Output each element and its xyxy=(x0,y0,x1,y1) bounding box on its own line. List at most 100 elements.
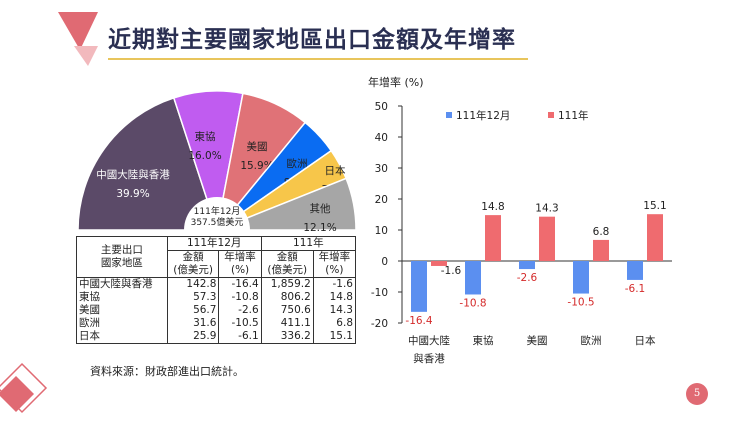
value-cell: 6.8 xyxy=(312,317,357,330)
bar-data-label: -10.5 xyxy=(567,297,594,309)
bar-data-label: 14.8 xyxy=(481,201,504,213)
pie-slice-pct: 12.1% xyxy=(303,222,336,234)
value-cell: 57.3 xyxy=(166,291,220,304)
table-row: 東協 57.3 -10.8 806.2 14.8 xyxy=(76,291,357,304)
bar-year xyxy=(593,239,609,261)
y-tick-label: 30 xyxy=(375,163,388,175)
pie-center-hole xyxy=(184,197,250,230)
y-tick-label: 10 xyxy=(375,225,388,237)
value-cell: -10.5 xyxy=(218,317,262,330)
bar-dec xyxy=(573,261,589,294)
value-cell: 142.8 xyxy=(166,277,220,291)
subheader: 金額 xyxy=(166,250,220,264)
subheader: 年增率 xyxy=(218,250,262,264)
bar-year xyxy=(539,216,555,261)
value-cell: 1,859.2 xyxy=(260,277,314,291)
page-number: 5 xyxy=(686,383,708,405)
bar-year xyxy=(647,214,663,261)
value-cell: -16.4 xyxy=(218,277,262,291)
y-axis-title: 年增率 (%) xyxy=(368,75,424,89)
pie-slice-label: 日本 xyxy=(325,164,346,177)
region-cell: 美國 xyxy=(76,304,168,317)
bar-data-label: 14.3 xyxy=(535,203,558,215)
pie-center-total: 357.5億美元 xyxy=(191,216,244,228)
value-cell: 336.2 xyxy=(260,330,314,344)
region-cell: 中國大陸與香港 xyxy=(76,277,168,291)
title-underline xyxy=(108,58,528,60)
subheader: 年增率 xyxy=(312,250,357,264)
bar-data-label: 6.8 xyxy=(593,226,610,238)
region-cell: 日本 xyxy=(76,330,168,344)
table-row: 歐洲 31.6 -10.5 411.1 6.8 xyxy=(76,317,357,330)
table-body: 中國大陸與香港 142.8 -16.4 1,859.2 -1.6 東協 57.3… xyxy=(76,277,357,344)
value-cell: -2.6 xyxy=(218,304,262,317)
bar-year xyxy=(485,215,501,261)
value-cell: 750.6 xyxy=(260,304,314,317)
bar-dec xyxy=(411,261,427,312)
pie-center-label: 111年12月 xyxy=(194,205,241,217)
subheader: 金額 xyxy=(260,250,314,264)
unit-header: (億美元) xyxy=(166,264,220,278)
region-cell: 東協 xyxy=(76,291,168,304)
x-category-label: 中國大陸 xyxy=(408,334,450,347)
legend-swatch xyxy=(446,112,452,118)
legend-label: 111年12月 xyxy=(456,109,510,122)
x-category-label: 美國 xyxy=(527,334,548,347)
unit-header: (億美元) xyxy=(260,264,314,278)
value-cell: 56.7 xyxy=(166,304,220,317)
bar-year xyxy=(431,261,447,266)
region-cell: 歐洲 xyxy=(76,317,168,330)
unit-header: (%) xyxy=(312,264,357,278)
page-title: 近期對主要國家地區出口金額及年增率 xyxy=(108,27,516,53)
legend-swatch xyxy=(548,112,554,118)
table-row: 美國 56.7 -2.6 750.6 14.3 xyxy=(76,304,357,317)
x-category-label: 日本 xyxy=(635,334,656,347)
pie-slice-label: 美國 xyxy=(247,140,268,153)
pie-slice-pct: 16.0% xyxy=(188,150,221,162)
table-row: 日本 25.9 -6.1 336.2 15.1 xyxy=(76,330,357,344)
bar-data-label: -2.6 xyxy=(517,272,538,284)
pie-slice xyxy=(216,177,357,231)
bar-dec xyxy=(519,261,535,270)
legend-label: 111年 xyxy=(558,109,589,122)
pie-slice-pct: 39.9% xyxy=(116,188,149,200)
pie-slice-pct: 15.9% xyxy=(240,160,273,172)
pie-slice xyxy=(77,96,219,231)
bar-dec xyxy=(627,261,643,280)
value-cell: 411.1 xyxy=(260,317,314,330)
value-cell: -6.1 xyxy=(218,330,262,344)
y-tick-label: 20 xyxy=(375,194,388,206)
bar-data-label: 15.1 xyxy=(643,200,666,212)
value-cell: 15.1 xyxy=(312,330,357,344)
value-cell: -10.8 xyxy=(218,291,262,304)
x-category-label: 與香港 xyxy=(413,352,445,365)
y-tick-label: 0 xyxy=(381,256,388,268)
value-cell: 31.6 xyxy=(166,317,220,330)
bar-data-label: -1.6 xyxy=(441,265,462,277)
pie-slice-label: 東協 xyxy=(195,130,216,143)
value-cell: 806.2 xyxy=(260,291,314,304)
footer-diamond-decoration xyxy=(0,362,48,414)
source-note: 資料來源：財政部進出口統計。 xyxy=(90,365,244,378)
header-triangle-decoration xyxy=(58,12,98,66)
unit-header: (%) xyxy=(218,264,262,278)
x-category-label: 歐洲 xyxy=(581,334,602,347)
export-table: 主要出口 國家地區 111年12月 111年 金額 年增率 金額 年增率 (億美… xyxy=(76,236,357,344)
y-tick-label: 40 xyxy=(375,132,388,144)
group-header-month: 111年12月 xyxy=(166,236,262,251)
bar-data-label: -16.4 xyxy=(405,315,432,327)
y-tick-label: -20 xyxy=(371,318,388,330)
bar-data-label: -10.8 xyxy=(459,297,486,309)
value-cell: 25.9 xyxy=(166,330,220,344)
y-tick-label: -10 xyxy=(371,287,388,299)
corner-line-2: 國家地區 xyxy=(100,257,143,269)
pie-slice-label: 歐洲 xyxy=(287,157,308,170)
group-header-year: 111年 xyxy=(260,236,357,251)
value-cell: 14.8 xyxy=(312,291,357,304)
bar-data-label: -6.1 xyxy=(625,283,646,295)
x-category-label: 東協 xyxy=(473,334,494,347)
bar-dec xyxy=(465,261,481,295)
y-tick-label: 50 xyxy=(375,101,388,113)
value-cell: -1.6 xyxy=(312,277,357,291)
